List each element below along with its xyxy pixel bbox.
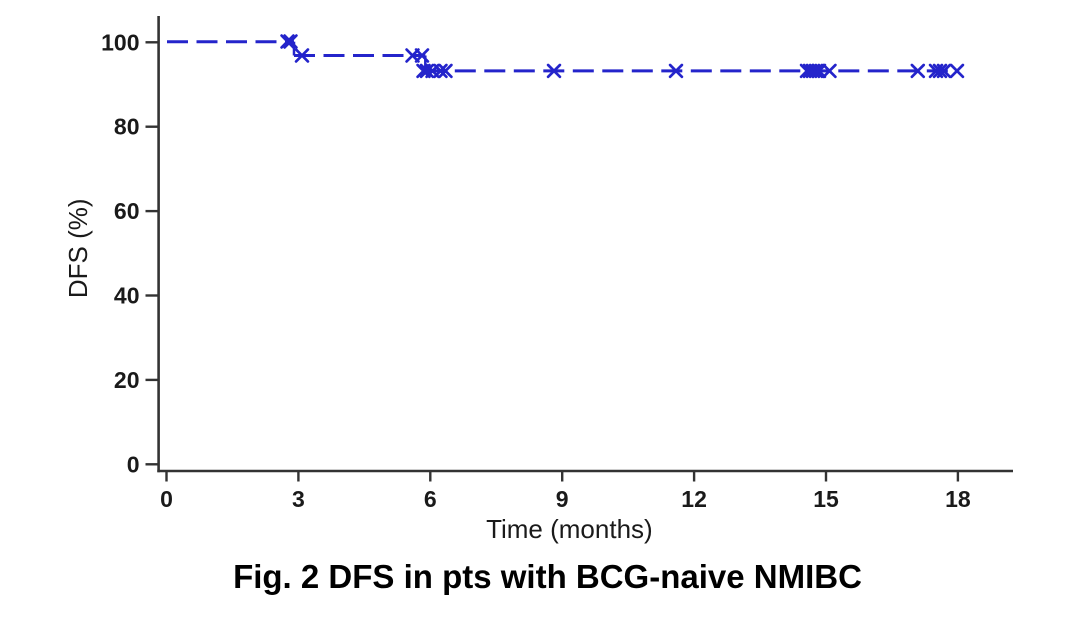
svg-text:0: 0 xyxy=(127,451,140,477)
svg-text:0: 0 xyxy=(160,486,173,512)
svg-text:100: 100 xyxy=(101,29,139,55)
svg-text:15: 15 xyxy=(813,486,839,512)
svg-text:12: 12 xyxy=(681,486,707,512)
svg-text:6: 6 xyxy=(424,486,437,512)
svg-text:60: 60 xyxy=(114,198,140,224)
svg-text:40: 40 xyxy=(114,283,140,309)
svg-text:3: 3 xyxy=(292,486,305,512)
svg-text:DFS (%): DFS (%) xyxy=(63,198,93,298)
svg-text:9: 9 xyxy=(556,486,569,512)
svg-text:Time (months): Time (months) xyxy=(486,514,653,544)
svg-text:20: 20 xyxy=(114,367,140,393)
svg-text:18: 18 xyxy=(945,486,971,512)
svg-text:Fig. 2 DFS in pts with BCG-nai: Fig. 2 DFS in pts with BCG-naive NMIBC xyxy=(233,558,862,595)
svg-text:80: 80 xyxy=(114,114,140,140)
